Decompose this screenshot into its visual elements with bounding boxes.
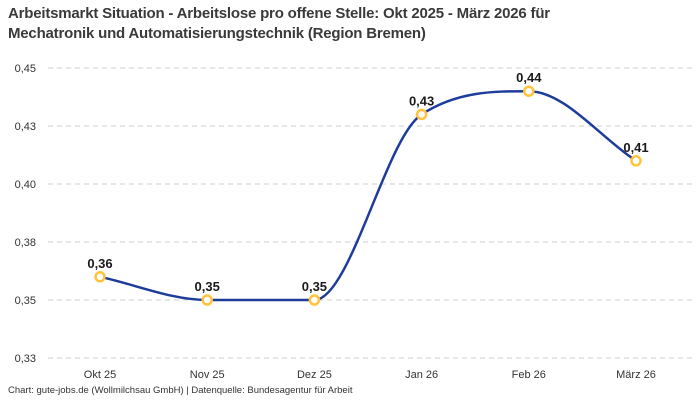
- y-tick-label: 0,35: [15, 295, 36, 307]
- y-tick-label: 0,33: [15, 353, 36, 365]
- x-tick-label: Okt 25: [84, 369, 116, 381]
- x-tick-label: Jan 26: [405, 369, 438, 381]
- chart-title-line1: Arbeitsmarkt Situation - Arbeitslose pro…: [8, 5, 550, 22]
- point-label: 0,43: [409, 93, 434, 108]
- data-point: [630, 155, 642, 167]
- y-tick-label: 0,40: [15, 179, 36, 191]
- y-tick-label: 0,38: [15, 237, 36, 249]
- x-tick-label: Nov 25: [190, 369, 225, 381]
- y-tick-label: 0,43: [15, 121, 36, 133]
- point-label: 0,35: [302, 279, 327, 294]
- x-tick-label: Feb 26: [512, 369, 546, 381]
- data-point: [308, 294, 321, 306]
- chart-footer: Chart: gute-jobs.de (Wollmilchsau GmbH) …: [8, 385, 353, 396]
- chart-title: Arbeitsmarkt Situation - Arbeitslose pro…: [8, 4, 692, 44]
- point-label: 0,36: [87, 256, 112, 271]
- chart-title-line2: Mechatronik und Automatisierungstechnik …: [8, 25, 426, 42]
- y-tick-label: 0,45: [15, 63, 36, 75]
- data-point: [415, 108, 428, 121]
- x-tick-label: März 26: [616, 369, 656, 381]
- data-point: [523, 85, 535, 97]
- point-label: 0,41: [623, 140, 648, 155]
- point-label: 0,44: [516, 70, 542, 85]
- x-tick-label: Dez 25: [297, 369, 332, 381]
- series-line: [98, 89, 638, 302]
- point-label: 0,35: [195, 279, 220, 294]
- data-point: [201, 294, 213, 306]
- data-point: [94, 271, 106, 283]
